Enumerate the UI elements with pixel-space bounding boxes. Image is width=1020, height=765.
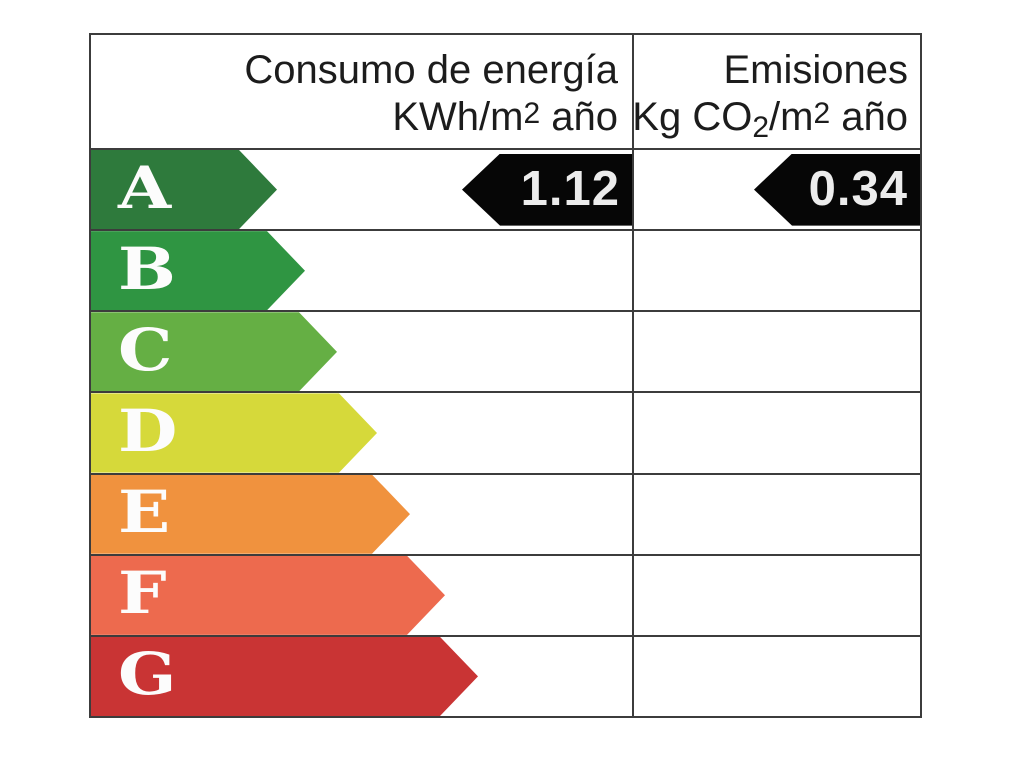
- rating-row-g: G: [91, 634, 920, 716]
- rating-letter-g: G: [118, 640, 177, 709]
- emissions-indicator-left-arrow: 0.34: [754, 153, 920, 226]
- rating-bar-c: C: [91, 312, 337, 391]
- table-header: Consumo de energía KWh/m2 año Emisiones …: [91, 35, 920, 148]
- rating-bar-d: D: [91, 393, 377, 472]
- rating-letter-d: D: [118, 396, 178, 465]
- superscript-2: 2: [523, 97, 541, 130]
- rating-row-c: C: [91, 310, 920, 391]
- rating-letter-a: A: [118, 153, 172, 222]
- rating-bar-e: E: [91, 475, 410, 554]
- rating-bar-g: G: [91, 637, 478, 716]
- column-divider: [632, 35, 634, 716]
- rating-row-b: B: [91, 229, 920, 310]
- rating-row-a: A 1.12 0.34: [91, 148, 920, 229]
- rating-letter-c: C: [118, 315, 173, 384]
- superscript-2: 2: [813, 97, 831, 130]
- rating-bar-b: B: [91, 231, 305, 310]
- rating-bar-f: F: [91, 556, 445, 635]
- rating-letter-e: E: [118, 478, 171, 547]
- consumption-column-header: Consumo de energía KWh/m2 año: [91, 35, 632, 148]
- consumption-header-line1: Consumo de energía: [244, 48, 618, 92]
- rating-bar-a: A: [91, 150, 277, 229]
- emissions-header-line2: Kg CO2/m2 año: [632, 95, 908, 144]
- energy-label-table: Consumo de energía KWh/m2 año Emisiones …: [89, 33, 922, 718]
- emissions-column-header: Emisiones Kg CO2/m2 año: [632, 35, 920, 148]
- rating-letter-f: F: [118, 559, 167, 628]
- rating-rows: A 1.12 0.34 B C: [91, 148, 920, 716]
- rating-row-e: E: [91, 472, 920, 554]
- rating-row-f: F: [91, 553, 920, 635]
- emissions-header-line1: Emisiones: [723, 48, 908, 92]
- consumption-header-line2: KWh/m2 año: [392, 95, 618, 139]
- emissions-value: 0.34: [808, 162, 908, 217]
- rating-row-d: D: [91, 391, 920, 472]
- consumption-value: 1.12: [520, 162, 620, 217]
- subscript-2: 2: [752, 111, 770, 144]
- rating-letter-b: B: [118, 234, 176, 303]
- consumption-indicator-left-arrow: 1.12: [462, 153, 632, 226]
